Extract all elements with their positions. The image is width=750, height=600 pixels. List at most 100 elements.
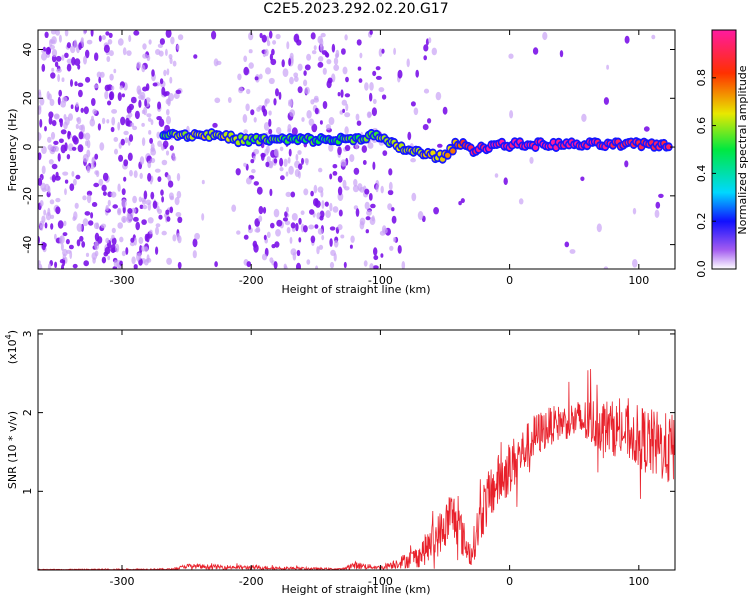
spectrogram-cell <box>166 257 173 265</box>
spectrogram-cell <box>308 224 315 230</box>
spectrogram-cell <box>64 52 69 58</box>
spectrogram-cell <box>201 179 205 185</box>
spectrogram-cell <box>59 259 65 264</box>
spectrogram-cell <box>64 142 68 152</box>
spectrogram-cell <box>157 176 162 183</box>
spectrogram-cell <box>344 126 349 135</box>
spectrogram-cell <box>38 263 43 269</box>
spectrogram-cell <box>559 50 564 58</box>
spectrogram-cell <box>309 209 315 215</box>
spectrogram-cell <box>273 148 279 157</box>
spectrogram-cell <box>112 266 118 269</box>
spectrogram-cell <box>282 217 289 222</box>
spectrogram-cell <box>90 30 94 37</box>
spectrogram-cell <box>56 68 62 73</box>
spectrogram-cell <box>542 31 548 41</box>
spectrogram-cell <box>321 200 325 209</box>
spectrogram-cell <box>86 149 91 158</box>
spectrogram-cell <box>75 123 79 129</box>
spectrogram-cell <box>319 120 323 125</box>
spectrogram-cell <box>141 219 147 226</box>
spectrogram-cell <box>124 137 129 144</box>
spectrogram-cell <box>119 85 123 90</box>
spectrogram-cell <box>45 212 52 221</box>
spectrogram-cell <box>345 76 349 83</box>
spectrogram-cell <box>126 50 132 56</box>
spectrogram-cell <box>166 115 171 125</box>
spectrogram-cell <box>279 167 284 172</box>
spectrogram-cell <box>357 66 362 71</box>
spectrogram-cell <box>141 245 146 252</box>
spectrogram-cell <box>70 45 76 54</box>
spectrogram-cell <box>433 207 439 215</box>
colorbar-tick-label: 0.4 <box>695 165 708 183</box>
spectrogram-cell <box>283 158 288 167</box>
spectrogram-cell <box>359 52 363 59</box>
spectrogram-cell <box>326 59 332 65</box>
spectrogram-cell <box>248 32 254 41</box>
spectrogram-cell <box>68 244 74 250</box>
spectrogram-cell <box>138 196 142 203</box>
spectrogram-cell <box>325 124 331 130</box>
spectrogram-cell <box>93 84 99 89</box>
spectrogram-cell <box>248 224 252 230</box>
spectrogram-cell <box>261 34 267 43</box>
spectrogram-cell <box>388 181 393 191</box>
spectrogram-cell <box>373 255 379 261</box>
spectrogram-cell <box>165 209 170 215</box>
spectrogram-cell <box>141 122 145 127</box>
spectrogram-cell <box>275 33 281 40</box>
spectrogram-cell <box>158 214 163 220</box>
spectrogram-cell <box>293 33 300 43</box>
spectrogram-cell <box>93 182 100 188</box>
spectrogram-cell <box>389 245 394 251</box>
spectrogram-cell <box>174 197 180 206</box>
colorbar-ticks: 0.0 0.2 0.4 0.6 0.8 <box>695 69 716 278</box>
spectrogram-cell <box>91 98 96 106</box>
spectrogram-cell <box>147 117 152 122</box>
spectrogram-cell <box>102 172 109 182</box>
spectrogram-cell <box>246 261 252 268</box>
spectrogram-cell <box>41 146 47 154</box>
spectrogram-cell <box>85 76 91 83</box>
spectrogram-cell <box>342 66 348 75</box>
spectrogram-cell <box>303 79 308 87</box>
signal-track <box>159 128 673 164</box>
spectrogram-cell <box>311 123 318 133</box>
spectrogram-cell <box>288 58 292 66</box>
spectrogram-cell <box>159 78 164 85</box>
spectrogram-cell <box>49 146 56 155</box>
spectrogram-cell <box>143 190 148 200</box>
spectrogram-cell <box>41 63 46 72</box>
spectrogram-cell <box>406 58 410 68</box>
spectrogram-cell <box>147 217 154 224</box>
spectrogram-cell <box>319 215 324 221</box>
spectrogram-cell <box>61 77 65 82</box>
spectrogram-cell <box>392 237 397 243</box>
spectrogram-cell <box>39 118 43 128</box>
spectrogram-cell <box>275 88 279 97</box>
spectrogram-cell <box>111 237 117 246</box>
spectrogram-cell <box>329 261 335 269</box>
spectrogram-cell <box>169 145 174 151</box>
spectrogram-cell <box>144 98 148 107</box>
spectrogram-cell <box>73 39 78 48</box>
spectrogram-cell <box>55 197 61 203</box>
spectrogram-cell <box>518 198 524 205</box>
spectrogram-cell <box>282 68 289 77</box>
spectrogram-cell <box>172 234 177 242</box>
spectrogram-cell <box>57 74 60 82</box>
spectrogram-cell <box>325 52 330 58</box>
spectrogram-cell <box>166 216 171 222</box>
spectrogram-cell <box>58 118 63 123</box>
spectrogram-cell <box>353 178 358 187</box>
spectrogram-cell <box>286 41 290 50</box>
signal-cell <box>450 148 456 154</box>
spectrogram-x-tick-label: 0 <box>506 274 513 287</box>
spectrogram-cell <box>367 111 372 118</box>
snr-chart: -300 -200 -100 0 100 1 2 3 Height of straight l… <box>4 329 676 596</box>
spectrogram-cell <box>393 47 396 56</box>
spectrogram-cell <box>158 118 165 128</box>
spectrogram-cell <box>355 113 360 121</box>
spectrogram-cell <box>169 76 173 84</box>
